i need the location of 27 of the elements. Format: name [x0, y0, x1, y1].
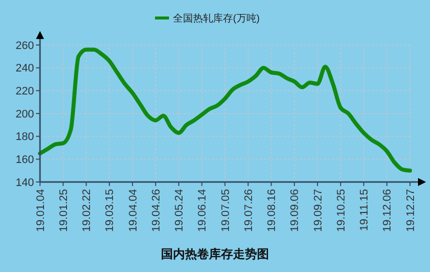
y-tick-label: 180 [16, 131, 34, 144]
x-tick-label: 19.07.26 [242, 189, 255, 232]
x-tick-label: 19.08.16 [266, 189, 278, 232]
line-series [38, 48, 412, 173]
x-tick-label: 19.03.15 [104, 189, 116, 232]
y-tick-label: 240 [16, 62, 34, 75]
y-tick-label: 140 [16, 176, 34, 189]
x-tick-label: 19.02.22 [81, 189, 94, 232]
y-tick-label: 260 [16, 40, 34, 52]
x-tick-label: 19.12.06 [382, 189, 394, 232]
y-tick-label: 160 [16, 154, 34, 166]
x-tick-label: 19.04.26 [150, 189, 162, 232]
y-tick-label: 200 [16, 108, 34, 120]
x-tick-label: 19.12.27 [404, 189, 417, 232]
x-tick-label: 19.09.27 [312, 189, 324, 232]
x-tick-label: 19.01.25 [58, 189, 70, 232]
x-tick-label: 19.04.04 [127, 189, 140, 232]
x-tick-label: 19.11.15 [358, 189, 371, 232]
text: 国内热卷库存走势图 [161, 247, 269, 261]
x-tick-label: 19.09.06 [289, 189, 302, 232]
x-tick-label: 19.10.25 [335, 189, 348, 232]
y-tick-label: 220 [16, 86, 34, 98]
x-tick-label: 19.07.05 [220, 189, 232, 232]
legend-label: 全国热轧库存(万吨) [173, 12, 260, 24]
x-tick-label: 19.05.24 [174, 189, 186, 232]
x-tick-label: 19.06.14 [196, 189, 209, 232]
x-tick-label: 19.01.04 [34, 189, 47, 232]
